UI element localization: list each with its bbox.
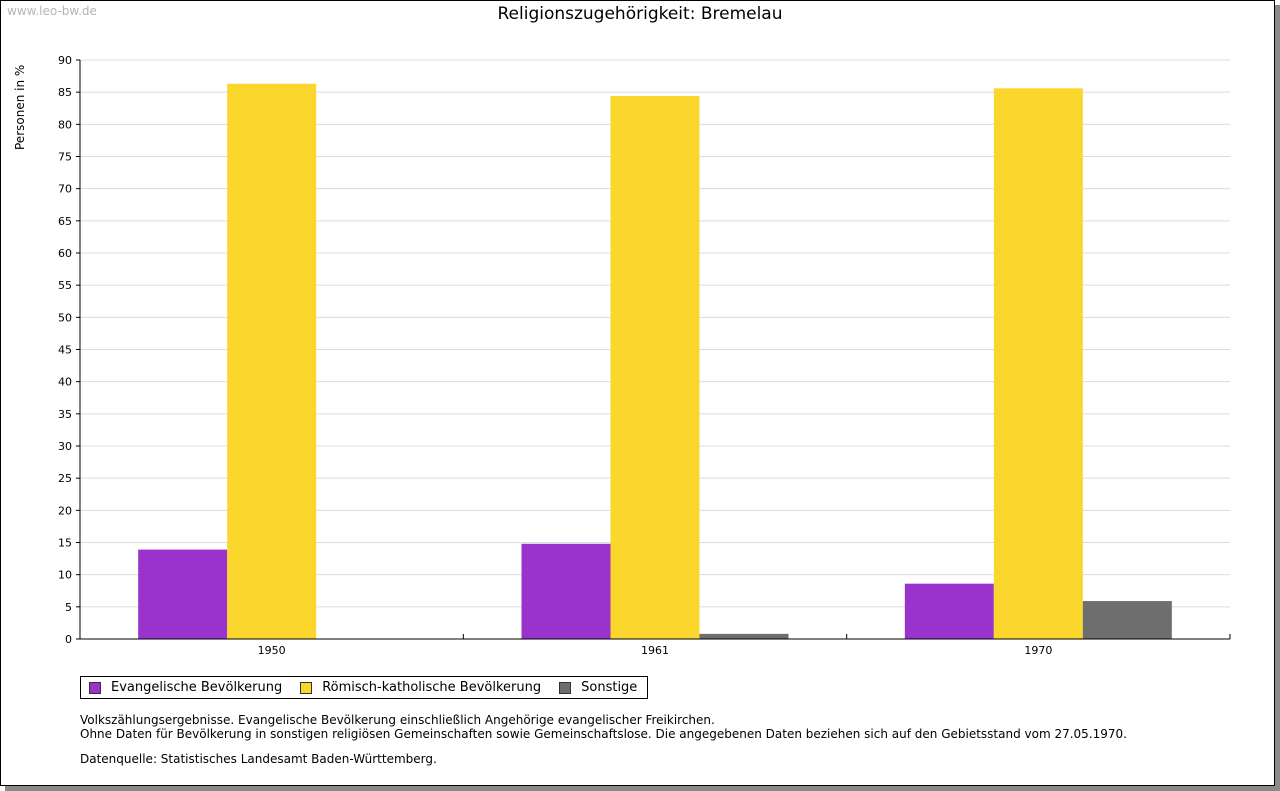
bar [904,583,994,639]
note-line-1: Volkszählungsergebnisse. Evangelische Be… [80,713,715,727]
y-tick-label: 90 [58,54,72,67]
y-tick-label: 0 [65,633,72,646]
bar [699,633,789,639]
y-tick-label: 5 [65,601,72,614]
y-tick-label: 20 [58,504,72,517]
legend-item-sonstige: Sonstige [559,680,637,695]
chart-notes: Volkszählungsergebnisse. Evangelische Be… [80,713,1127,741]
bar [227,83,317,639]
y-tick-label: 30 [58,440,72,453]
legend-label-evangelisch: Evangelische Bevölkerung [111,680,283,695]
bar [610,96,700,639]
bar [1082,601,1172,639]
y-tick-label: 70 [58,183,72,196]
y-tick-label: 35 [58,408,72,421]
y-tick-label: 10 [58,569,72,582]
y-tick-label: 45 [58,344,72,357]
watermark: www.leo-bw.de [7,4,97,18]
bar [521,543,611,639]
legend-label-katholisch: Römisch-katholische Bevölkerung [322,680,542,695]
x-tick-label: 1961 [641,644,669,657]
data-source: Datenquelle: Statistisches Landesamt Bad… [80,752,437,766]
y-tick-label: 55 [58,279,72,292]
x-tick-label: 1970 [1024,644,1052,657]
y-tick-label: 60 [58,247,72,260]
note-line-2: Ohne Daten für Bevölkerung in sonstigen … [80,727,1127,741]
legend-item-katholisch: Römisch-katholische Bevölkerung [300,680,541,695]
y-tick-label: 25 [58,472,72,485]
chart-title: Religionszugehörigkeit: Bremelau [497,4,783,24]
y-tick-label: 75 [58,151,72,164]
legend-swatch-sonstige [559,681,572,694]
x-tick-label: 1950 [258,644,286,657]
legend-item-evangelisch: Evangelische Bevölkerung [89,680,282,695]
legend: Evangelische Bevölkerung Römisch-katholi… [80,676,649,699]
y-tick-label: 85 [58,86,72,99]
y-tick-label: 65 [58,215,72,228]
y-tick-label: 40 [58,376,72,389]
legend-swatch-katholisch [300,681,313,694]
y-tick-label: 15 [58,537,72,550]
bar [993,88,1083,640]
y-tick-label: 50 [58,311,72,324]
bar-chart: 0 5 10 15 20 25 30 35 40 45 50 55 60 65 70 75 80 85 90 1950… [58,54,1231,657]
bar [138,549,228,639]
y-tick-label: 80 [58,118,72,131]
legend-label-sonstige: Sonstige [581,680,638,695]
legend-swatch-evangelisch [89,681,101,694]
